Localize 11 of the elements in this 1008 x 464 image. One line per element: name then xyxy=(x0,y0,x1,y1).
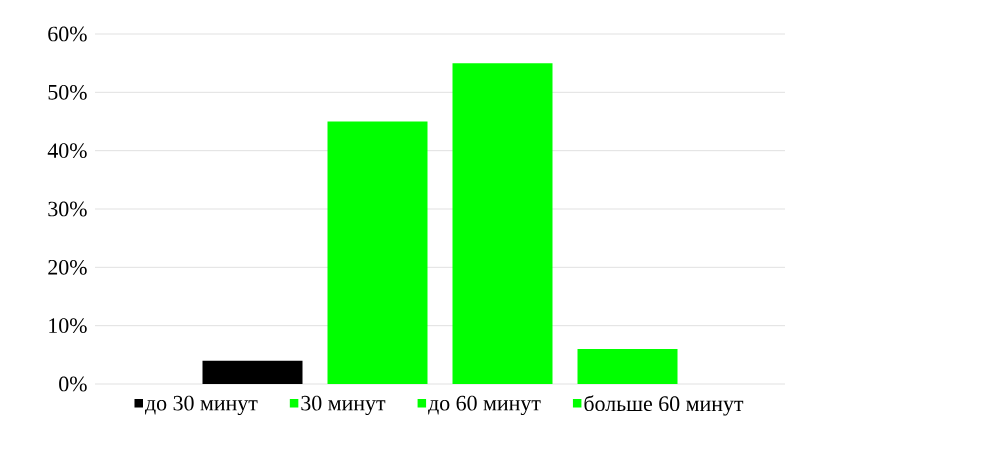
legend-label: 30 минут xyxy=(301,395,386,416)
y-tick-label: 50% xyxy=(48,84,87,100)
y-tick-label: 40% xyxy=(47,143,87,159)
legend-label: больше 60 минут xyxy=(584,395,744,416)
y-tick-label: 0% xyxy=(59,376,87,392)
y-tick-label: 60% xyxy=(48,26,87,42)
legend-label: до 60 минут xyxy=(428,395,541,416)
legend-label: до 30 минут xyxy=(144,395,258,416)
y-tick-label: 20% xyxy=(48,259,87,275)
y-tick-label: 10% xyxy=(49,318,87,334)
y-tick-label: 30% xyxy=(48,201,87,217)
